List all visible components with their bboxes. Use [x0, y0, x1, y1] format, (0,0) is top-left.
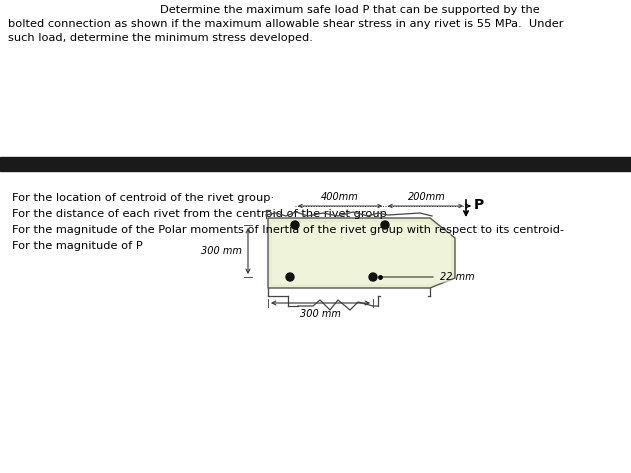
Polygon shape	[268, 218, 455, 288]
Circle shape	[381, 221, 389, 229]
Text: 22 mm: 22 mm	[440, 272, 475, 282]
Text: 200mm: 200mm	[408, 192, 445, 202]
Text: For the distance of each rivet from the centroid of the rivet group: For the distance of each rivet from the …	[12, 209, 387, 219]
Text: For the magnitude of P: For the magnitude of P	[12, 241, 143, 251]
Circle shape	[369, 273, 377, 281]
Circle shape	[291, 221, 299, 229]
Circle shape	[286, 273, 294, 281]
Text: 300 mm: 300 mm	[300, 309, 341, 319]
Polygon shape	[272, 222, 451, 284]
Bar	[0, 157, 631, 171]
Text: bolted connection as shown if the maximum allowable shear stress in any rivet is: bolted connection as shown if the maximu…	[8, 19, 563, 29]
Text: For the location of centroid of the rivet group·: For the location of centroid of the rive…	[12, 193, 274, 203]
Text: For the magnitude of the Polar moments of Inertia of the rivet group with respec: For the magnitude of the Polar moments o…	[12, 225, 564, 235]
Text: 400mm: 400mm	[321, 192, 359, 202]
Text: 300 mm: 300 mm	[201, 246, 242, 256]
Text: such load, determine the minimum stress developed.: such load, determine the minimum stress …	[8, 33, 313, 43]
Text: P: P	[474, 198, 484, 212]
Text: Determine the maximum safe load P that can be supported by the: Determine the maximum safe load P that c…	[160, 5, 540, 15]
